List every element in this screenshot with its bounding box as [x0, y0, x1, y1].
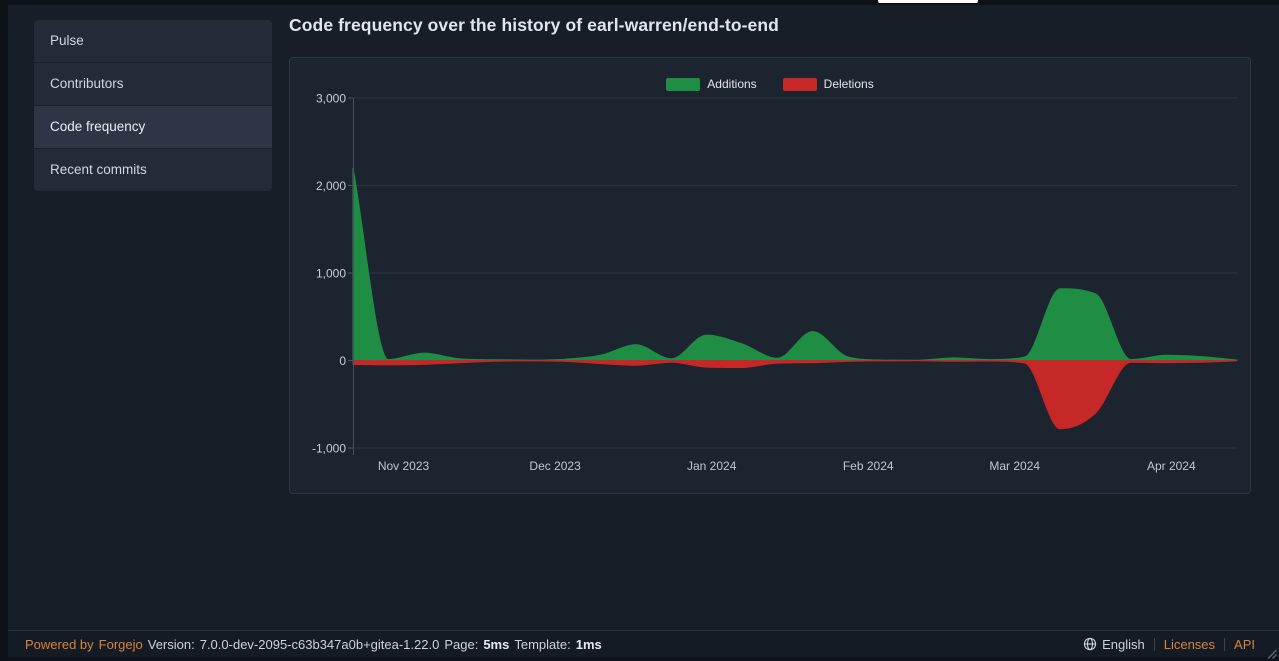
legend-label-additions: Additions	[707, 77, 757, 91]
resize-grip-icon[interactable]	[1265, 647, 1278, 660]
svg-text:Apr 2024: Apr 2024	[1147, 459, 1196, 473]
svg-text:Mar 2024: Mar 2024	[989, 459, 1040, 473]
svg-text:-1,000: -1,000	[312, 442, 346, 456]
legend-label-deletions: Deletions	[823, 77, 874, 91]
footer-left: Powered by Forgejo Version: 7.0.0-dev-20…	[25, 637, 602, 652]
window-left-edge	[0, 5, 8, 661]
api-link[interactable]: API	[1234, 636, 1255, 652]
active-tab-indicator	[878, 0, 978, 3]
sidebar-item-recent-commits[interactable]: Recent commits	[34, 148, 272, 191]
y-axis: 3,000 2,000 1,000 0 -1,000	[312, 92, 354, 456]
sidebar-item-contributors[interactable]: Contributors	[34, 62, 272, 105]
chart-legend: Additions Deletions	[290, 77, 1250, 91]
language-label: English	[1102, 636, 1145, 652]
sidebar-item-pulse[interactable]: Pulse	[34, 20, 272, 62]
legend-item-additions[interactable]: Additions	[666, 77, 757, 91]
svg-text:0: 0	[339, 354, 346, 368]
deletions-swatch	[782, 77, 817, 91]
activity-sidebar: Pulse Contributors Code frequency Recent…	[34, 20, 272, 191]
legend-item-deletions[interactable]: Deletions	[782, 77, 874, 91]
code-frequency-chart-panel: 3,000 2,000 1,000 0 -1,000 Nov 2023 Dec 2023 Ja…	[289, 57, 1251, 494]
code-frequency-chart[interactable]: 3,000 2,000 1,000 0 -1,000 Nov 2023 Dec 2023 Ja…	[290, 58, 1250, 493]
footer: Powered by Forgejo Version: 7.0.0-dev-20…	[8, 630, 1279, 657]
template-time-value: 1ms	[575, 636, 602, 652]
svg-text:Feb 2024: Feb 2024	[843, 459, 894, 473]
version-label: Version:	[147, 636, 195, 652]
top-bar	[0, 0, 1279, 5]
svg-text:2,000: 2,000	[316, 179, 346, 193]
forgejo-link[interactable]: Forgejo	[98, 636, 143, 652]
page-time-value: 5ms	[483, 636, 510, 652]
page-time-label: Page:	[444, 636, 479, 652]
svg-text:Nov 2023: Nov 2023	[378, 459, 430, 473]
repo-activity-page: Pulse Contributors Code frequency Recent…	[8, 5, 1279, 630]
svg-text:Jan 2024: Jan 2024	[687, 459, 737, 473]
licenses-link[interactable]: Licenses	[1163, 636, 1216, 652]
template-time-label: Template:	[514, 636, 571, 652]
globe-icon	[1083, 637, 1097, 651]
powered-by-text: Powered by	[25, 636, 94, 652]
svg-text:1,000: 1,000	[316, 267, 346, 281]
footer-divider	[1224, 637, 1226, 651]
svg-text:Dec 2023: Dec 2023	[529, 459, 581, 473]
sidebar-item-code-frequency[interactable]: Code frequency	[34, 105, 272, 148]
series-deletions	[352, 360, 1238, 430]
footer-right: English Licenses API	[1083, 637, 1255, 652]
language-menu[interactable]: English	[1083, 637, 1145, 652]
x-axis: Nov 2023 Dec 2023 Jan 2024 Feb 2024 Mar 2024…	[378, 459, 1196, 473]
version-value: 7.0.0-dev-2095-c63b347a0b+gitea-1.22.0	[199, 636, 440, 652]
series-additions	[352, 167, 1238, 361]
svg-text:3,000: 3,000	[316, 92, 346, 106]
footer-divider	[1153, 637, 1155, 651]
page-title: Code frequency over the history of earl-…	[289, 15, 779, 35]
additions-swatch	[666, 77, 701, 91]
